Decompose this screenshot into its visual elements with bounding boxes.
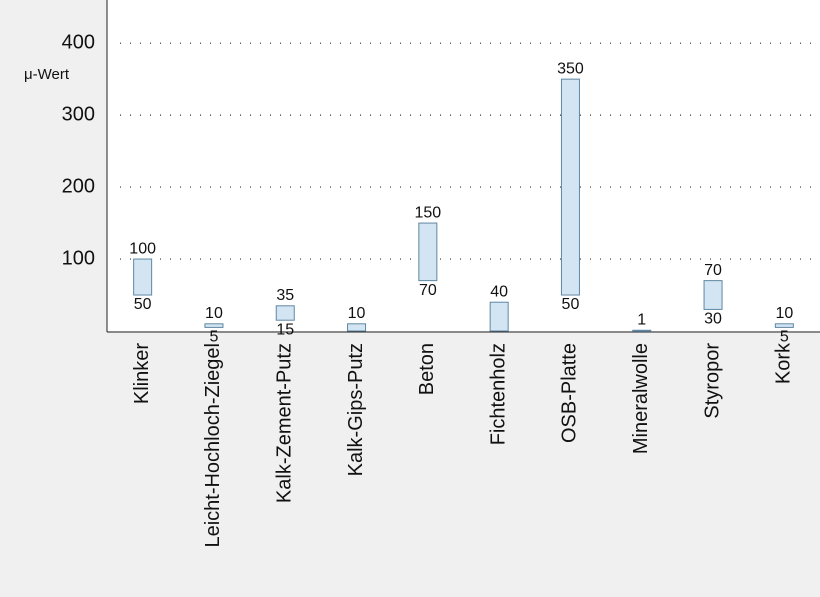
range-bar xyxy=(418,222,438,282)
plot-area xyxy=(107,0,820,331)
value-label: 35 xyxy=(276,287,294,304)
range-bar xyxy=(347,323,367,332)
range-bar xyxy=(489,301,509,332)
range-bar xyxy=(703,280,723,310)
x-tick-label: Styropor xyxy=(701,343,723,419)
value-label: 350 xyxy=(557,60,584,77)
range-bar xyxy=(632,329,652,332)
value-label: 70 xyxy=(704,262,722,279)
x-tick-label: Kork xyxy=(773,342,795,384)
range-bar xyxy=(560,78,580,296)
value-label: 10 xyxy=(348,305,366,322)
value-label: 5 xyxy=(209,329,218,346)
y-tick-label: 100 xyxy=(62,247,95,269)
y-axis-label: μ-Wert xyxy=(24,66,70,83)
y-tick-label: 200 xyxy=(62,175,95,197)
value-label: 15 xyxy=(276,321,294,338)
value-label: 5 xyxy=(780,329,789,346)
x-tick-label: Kalk-Zement-Putz xyxy=(274,343,296,503)
value-label: 50 xyxy=(562,296,580,313)
range-bar xyxy=(275,305,295,321)
y-tick-label: 300 xyxy=(62,103,95,125)
y-tick-label: 400 xyxy=(62,31,95,53)
value-label: 1 xyxy=(637,311,646,328)
value-label: 10 xyxy=(775,305,793,322)
x-tick-label: Mineralwolle xyxy=(630,343,652,454)
x-tick-label: Leicht-Hochloch-Ziegel xyxy=(202,343,224,548)
x-tick-label: Fichtenholz xyxy=(487,343,509,445)
value-label: 70 xyxy=(419,282,437,299)
value-label: 150 xyxy=(414,204,441,221)
value-label: 50 xyxy=(134,296,152,313)
x-tick-label: Klinker xyxy=(131,343,153,404)
value-label: 40 xyxy=(490,283,508,300)
range-bar xyxy=(204,323,224,328)
value-label: 10 xyxy=(205,305,223,322)
x-tick-label: OSB-Platte xyxy=(559,343,581,443)
x-tick-label: Beton xyxy=(416,343,438,395)
value-label: 30 xyxy=(704,311,722,328)
x-tick-label: Kalk-Gips-Putz xyxy=(345,343,367,476)
range-bar xyxy=(774,323,794,328)
value-label: 100 xyxy=(129,240,156,257)
range-bar xyxy=(133,258,153,296)
